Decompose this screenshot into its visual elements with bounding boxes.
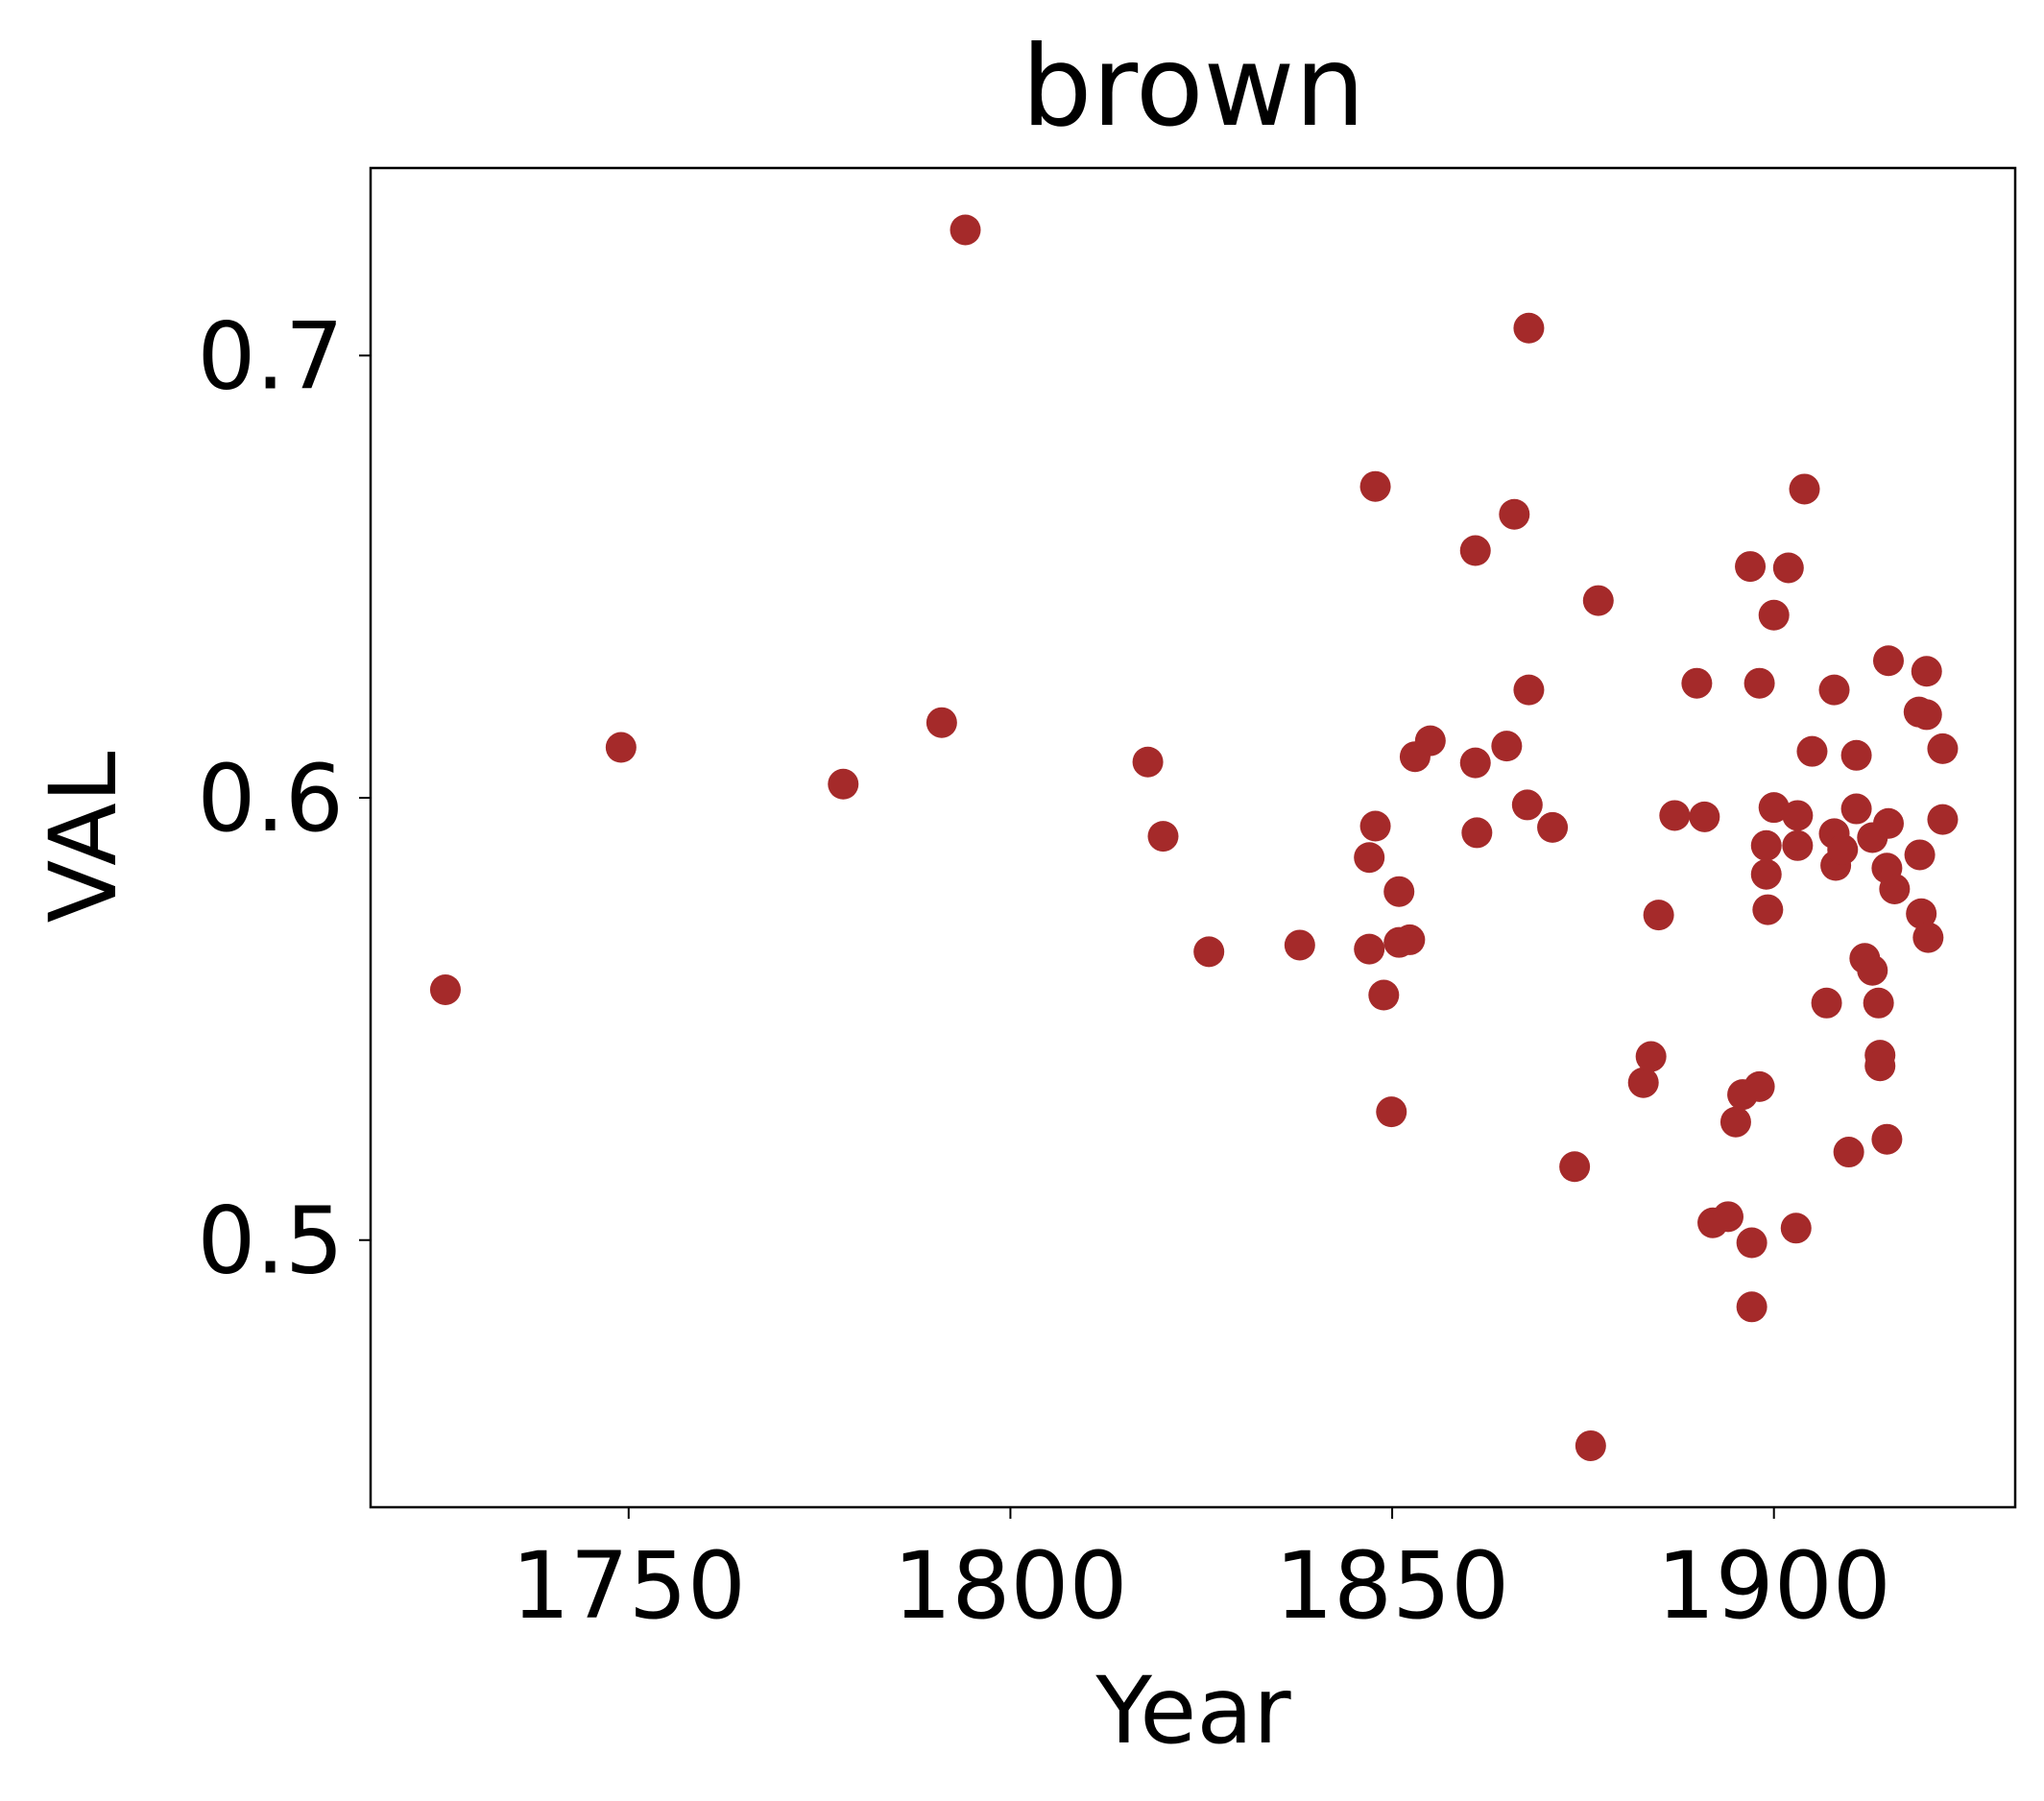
point	[1132, 746, 1164, 778]
point	[1927, 732, 1959, 764]
point	[1872, 645, 1904, 677]
point	[1840, 793, 1872, 825]
point	[1376, 1096, 1407, 1128]
point	[828, 768, 859, 800]
point	[926, 707, 957, 738]
point	[1359, 810, 1391, 842]
point	[1147, 821, 1179, 852]
point	[1927, 804, 1959, 835]
x-tick-label: 1750	[512, 1532, 746, 1640]
point	[1906, 898, 1937, 929]
point	[1414, 725, 1446, 756]
point	[1491, 731, 1523, 762]
point	[1780, 1213, 1812, 1244]
point	[1758, 599, 1790, 631]
point	[950, 214, 981, 246]
point	[1811, 987, 1842, 1019]
point	[1368, 979, 1400, 1011]
point	[1782, 800, 1814, 831]
point	[1872, 807, 1904, 839]
point	[1796, 735, 1828, 767]
point	[1833, 1137, 1864, 1168]
point	[1750, 858, 1782, 890]
point	[1789, 473, 1820, 505]
x-tick-label: 1800	[893, 1532, 1127, 1640]
x-axis-label: Year	[1094, 1657, 1291, 1765]
x-tick-label: 1900	[1657, 1532, 1891, 1640]
point	[1743, 667, 1775, 699]
point	[1758, 792, 1790, 824]
point	[1772, 552, 1804, 584]
point	[1736, 1291, 1767, 1323]
point	[1627, 1067, 1659, 1098]
x-tick-label: 1850	[1275, 1532, 1509, 1640]
point	[1383, 876, 1415, 907]
point	[429, 973, 461, 1005]
point	[1743, 1070, 1775, 1102]
chart-title: brown	[1022, 22, 1365, 152]
point	[1537, 811, 1569, 843]
point	[1818, 674, 1850, 706]
point	[1879, 873, 1911, 904]
point	[1911, 656, 1942, 687]
point	[1354, 933, 1385, 965]
y-tick-label: 0.5	[197, 1188, 344, 1295]
point	[1911, 699, 1942, 731]
point	[1736, 1227, 1767, 1259]
point	[1575, 1429, 1606, 1461]
point	[1857, 954, 1888, 986]
point	[1904, 839, 1936, 871]
point	[1511, 789, 1543, 821]
point	[1735, 551, 1767, 583]
y-tick-label: 0.6	[197, 745, 344, 852]
point	[1712, 1201, 1743, 1233]
point	[1559, 1151, 1591, 1183]
point	[1864, 1050, 1896, 1082]
point	[1752, 894, 1784, 925]
point	[1582, 585, 1614, 616]
point	[1681, 667, 1713, 699]
point	[1840, 739, 1872, 771]
point	[1284, 929, 1315, 961]
point	[1782, 829, 1814, 861]
point	[1354, 842, 1385, 874]
point	[1719, 1106, 1751, 1138]
point	[1513, 674, 1545, 706]
point	[1394, 924, 1426, 955]
point	[1871, 1123, 1903, 1155]
point	[605, 732, 637, 763]
point	[1643, 900, 1674, 931]
point	[1499, 498, 1530, 530]
point	[1461, 817, 1493, 849]
y-tick-label: 0.7	[197, 302, 344, 410]
point	[1459, 747, 1491, 779]
point	[1513, 312, 1545, 344]
point	[1635, 1041, 1667, 1072]
point	[1912, 922, 1944, 953]
point	[1659, 800, 1691, 831]
point	[1359, 470, 1391, 502]
point	[1827, 833, 1859, 865]
point	[1193, 936, 1225, 968]
point	[1689, 801, 1720, 832]
plot-frame	[369, 166, 2017, 1509]
point	[1750, 829, 1782, 861]
point	[1863, 987, 1894, 1019]
y-axis-label: VAL	[30, 752, 137, 924]
point	[1459, 535, 1491, 566]
